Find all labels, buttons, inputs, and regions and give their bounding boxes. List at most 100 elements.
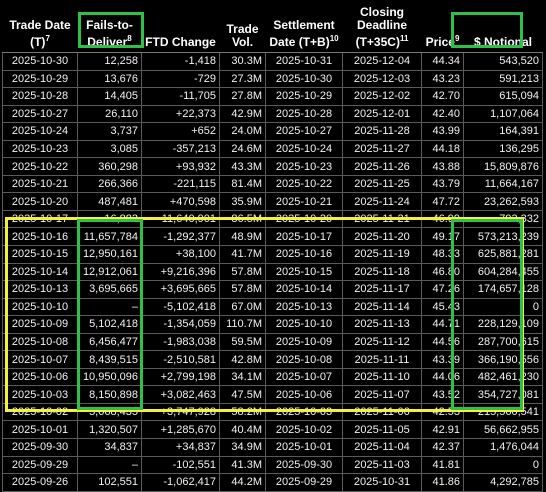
cell-trade-date: 2025-10-01 <box>2 420 78 440</box>
cell-ftd-change: -1,354,059 <box>141 315 220 334</box>
cell-trade-date: 2025-10-16 <box>2 227 78 247</box>
cell-ftd-change: +22,373 <box>141 104 220 124</box>
cell-ftd: 34,837 <box>77 438 142 457</box>
cell-ftd-change: -1,983,038 <box>141 332 220 352</box>
cell-trade-date: 2025-09-30 <box>2 438 78 457</box>
cell-ftd-change: +3,082,463 <box>141 385 220 404</box>
cell-trade-date: 2025-10-28 <box>2 87 78 106</box>
cell-price: 44.06 <box>421 367 464 387</box>
cell-notional: 625,881,281 <box>463 245 543 264</box>
cell-ftd-change: -102,551 <box>141 455 220 475</box>
table-row: 2025-10-15 12,950,161 +38,100 41.7M 2025-10-… <box>2 245 543 264</box>
cell-ftd-change: -11,640,901 <box>141 209 220 229</box>
cell-ftd: – <box>77 297 142 317</box>
ftd-table: Trade Date (T)7 Fails-to-Deliver8 FTD Ch… <box>2 4 543 492</box>
cell-settlement-date: 2025-10-23 <box>265 157 343 176</box>
cell-trade-vol: 42.8M <box>219 350 266 369</box>
cell-closing-deadline: 2025-12-03 <box>342 69 422 89</box>
cell-notional: 1,107,064 <box>463 104 543 124</box>
ftd-table-container: Trade Date (T)7 Fails-to-Deliver8 FTD Ch… <box>2 4 544 492</box>
cell-notional: 573,213,239 <box>463 227 543 247</box>
cell-settlement-date: 2025-10-10 <box>265 315 343 334</box>
cell-settlement-date: 2025-10-17 <box>265 227 343 247</box>
header-fails-to-deliver: Fails-to-Deliver8 <box>77 4 142 53</box>
cell-closing-deadline: 2025-11-27 <box>342 139 422 159</box>
cell-notional: 543,520 <box>463 52 543 71</box>
cell-trade-vol: 110.7M <box>219 315 266 334</box>
cell-trade-vol: 24.6M <box>219 139 266 159</box>
cell-ftd-change: -11,705 <box>141 87 220 106</box>
cell-ftd: 10,950,096 <box>77 367 142 387</box>
table-row: 2025-10-23 3,085 -357,213 24.6M 2025-10-24 20… <box>2 139 543 159</box>
cell-price: 43.99 <box>421 122 464 141</box>
cell-trade-date: 2025-10-09 <box>2 315 78 334</box>
cell-closing-deadline: 2025-11-12 <box>342 332 422 352</box>
table-row: 2025-10-30 12,258 -1,418 30.3M 2025-10-31 202… <box>2 52 543 71</box>
header-row: Trade Date (T)7 Fails-to-Deliver8 FTD Ch… <box>2 4 543 53</box>
cell-notional: 228,129,109 <box>463 315 543 334</box>
cell-trade-vol: 30.3M <box>219 52 266 71</box>
cell-trade-date: 2025-10-13 <box>2 280 78 299</box>
cell-notional: 56,662,955 <box>463 420 543 440</box>
cell-price: 43.79 <box>421 174 464 194</box>
cell-ftd: – <box>77 455 142 475</box>
cell-closing-deadline: 2025-11-03 <box>342 455 422 475</box>
header-closing-deadline: Closing Deadline (T+35C)11 <box>342 4 422 53</box>
cell-price: 44.56 <box>421 332 464 352</box>
cell-notional: 136,295 <box>463 139 543 159</box>
cell-ftd: 3,695,665 <box>77 280 142 299</box>
table-row: 2025-10-07 8,439,515 -2,510,581 42.8M 2025-1… <box>2 350 543 369</box>
cell-trade-vol: 81.4M <box>219 174 266 194</box>
cell-trade-date: 2025-10-24 <box>2 122 78 141</box>
cell-trade-vol: 57.8M <box>219 280 266 299</box>
cell-ftd-change: +38,100 <box>141 245 220 264</box>
cell-ftd: 13,676 <box>77 69 142 89</box>
table-row: 2025-10-03 8,150,898 +3,082,463 47.5M 2025-1… <box>2 385 543 404</box>
cell-trade-vol: 27.3M <box>219 69 266 89</box>
cell-trade-vol: 59.5M <box>219 332 266 352</box>
cell-trade-vol: 47.5M <box>219 385 266 404</box>
cell-trade-vol: 67.0M <box>219 297 266 317</box>
cell-price: 45.43 <box>421 297 464 317</box>
table-row: 2025-10-29 13,676 -729 27.3M 2025-10-30 2025-… <box>2 69 543 89</box>
header-price: Price9 <box>421 4 464 53</box>
cell-ftd-change: +470,598 <box>141 192 220 211</box>
cell-settlement-date: 2025-10-24 <box>265 139 343 159</box>
cell-notional: 0 <box>463 297 543 317</box>
cell-price: 48.33 <box>421 245 464 264</box>
cell-closing-deadline: 2025-11-07 <box>342 385 422 404</box>
cell-trade-date: 2025-10-20 <box>2 192 78 211</box>
cell-trade-vol: 34.1M <box>219 367 266 387</box>
cell-closing-deadline: 2025-11-14 <box>342 297 422 317</box>
cell-settlement-date: 2025-10-28 <box>265 104 343 124</box>
cell-trade-date: 2025-10-08 <box>2 332 78 352</box>
cell-ftd-change: +1,285,670 <box>141 420 220 440</box>
table-row: 2025-10-28 14,405 -11,705 27.8M 2025-10-29 20… <box>2 87 543 106</box>
cell-notional: 482,461,230 <box>463 367 543 387</box>
cell-settlement-date: 2025-10-20 <box>265 209 343 229</box>
cell-settlement-date: 2025-10-13 <box>265 297 343 317</box>
cell-settlement-date: 2025-10-09 <box>265 332 343 352</box>
cell-price: 42.40 <box>421 104 464 124</box>
cell-trade-vol: 44.2M <box>219 473 266 492</box>
cell-closing-deadline: 2025-11-05 <box>342 420 422 440</box>
cell-trade-date: 2025-10-14 <box>2 262 78 282</box>
header-trade-date: Trade Date (T)7 <box>2 4 78 53</box>
cell-ftd: 3,737 <box>77 122 142 141</box>
cell-ftd: 8,150,898 <box>77 385 142 404</box>
cell-trade-vol: 35.9M <box>219 192 266 211</box>
cell-notional: 23,262,593 <box>463 192 543 211</box>
cell-closing-deadline: 2025-11-18 <box>342 262 422 282</box>
header-notional: $ Notional <box>463 4 543 53</box>
cell-settlement-date: 2025-10-31 <box>265 52 343 71</box>
cell-closing-deadline: 2025-10-31 <box>342 473 422 492</box>
cell-closing-deadline: 2025-11-10 <box>342 367 422 387</box>
cell-settlement-date: 2025-10-03 <box>265 402 343 422</box>
cell-settlement-date: 2025-10-06 <box>265 385 343 404</box>
cell-settlement-date: 2025-09-29 <box>265 473 343 492</box>
cell-price: 44.71 <box>421 315 464 334</box>
cell-notional: 1,476,044 <box>463 438 543 457</box>
cell-ftd: 5,102,418 <box>77 315 142 334</box>
cell-ftd: 360,298 <box>77 157 142 176</box>
header-ftd-change: FTD Change <box>141 4 220 53</box>
